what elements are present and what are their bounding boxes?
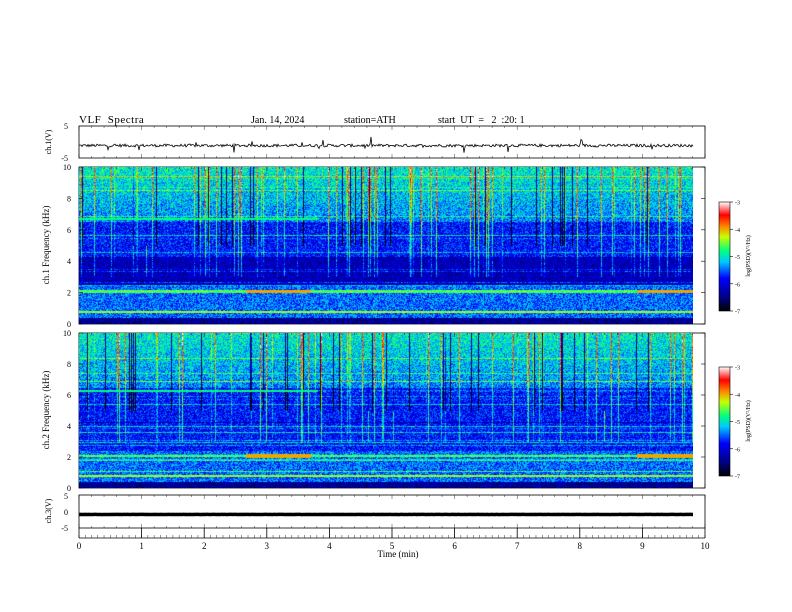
time-axis: 0 1 2 3 4 5 6 7 8 9 10 bbox=[77, 528, 710, 551]
ch3-waveform-panel: 5 0 -5 ch.3(V) bbox=[44, 492, 706, 533]
start-time-label: start UT = 2 :20: 1 bbox=[438, 115, 525, 126]
ch1-spectrogram-image bbox=[79, 167, 693, 324]
ch1-colorbar-scale bbox=[718, 201, 731, 312]
time-tick-label: 0 bbox=[77, 541, 82, 551]
time-tick-label: 8 bbox=[578, 541, 583, 551]
ch1-waveform-frame bbox=[78, 125, 706, 159]
colorbar-tick-label: -4 bbox=[735, 228, 740, 234]
frequency-tick-label: 6 bbox=[67, 391, 71, 400]
frequency-tick-label: 0 bbox=[67, 320, 71, 329]
frequency-tick-label: 2 bbox=[67, 453, 71, 462]
frequency-tick-label: 10 bbox=[63, 163, 71, 172]
colorbar-tick-label: -7 bbox=[735, 310, 740, 316]
time-tick-label: 5 bbox=[390, 541, 395, 551]
colorbar-tick-label: -3 bbox=[735, 201, 740, 207]
ch2-colorbar-scale bbox=[718, 366, 731, 477]
panel-tick-marks bbox=[78, 126, 706, 528]
ch2-colorbar-ticks: -3 -4 -5 -6 -7 bbox=[730, 366, 740, 481]
time-tick-label: 6 bbox=[452, 541, 457, 551]
ch1-spectrogram-panel: 0 2 4 6 8 10 ch.1 Frequency (kHz) bbox=[41, 163, 706, 329]
ch1-spectrogram-ylabel-channel: ch.1 Frequency (kHz) bbox=[41, 206, 51, 285]
ch2-colorbar-label: log(PSD)(V²/Hz) bbox=[745, 400, 752, 441]
frequency-tick-label: 4 bbox=[67, 422, 71, 431]
ch3-ytick-mid: 0 bbox=[64, 508, 68, 517]
ch2-spectrogram-ylabel-channel: ch.2 Frequency (kHz) bbox=[41, 371, 51, 450]
ch1-waveform-panel: 5 -5 ch.1(V) bbox=[44, 122, 706, 163]
frequency-tick-label: 10 bbox=[63, 329, 71, 338]
time-tick-label: 9 bbox=[640, 541, 645, 551]
time-tick-label: 2 bbox=[202, 541, 207, 551]
ch2-spectrogram-image bbox=[79, 333, 693, 488]
time-axis-label: Time (min) bbox=[378, 549, 419, 559]
ch2-spectrogram-panel: 0 2 4 6 8 10 ch.2 Frequency (kHz) bbox=[41, 329, 706, 493]
time-tick-label: 10 bbox=[701, 541, 711, 551]
colorbar-tick-label: -5 bbox=[735, 255, 740, 261]
ch1-waveform-line bbox=[79, 136, 694, 153]
ch1-ytick-top: 5 bbox=[64, 122, 68, 131]
ch1-ytick-bottom: -5 bbox=[61, 154, 68, 163]
colorbar-tick-label: -7 bbox=[735, 475, 740, 481]
ch1-spectrogram-yticks: 0 2 4 6 8 10 bbox=[63, 163, 705, 329]
colorbar-tick-label: -3 bbox=[735, 366, 740, 372]
colorbar-tick-label: -6 bbox=[735, 282, 740, 288]
frequency-tick-label: 0 bbox=[67, 484, 71, 493]
ch1-colorbar: -3 -4 -5 -6 -7 log(PSD)(V²/Hz) bbox=[718, 201, 752, 316]
ch3-ytick-bottom: -5 bbox=[61, 524, 68, 533]
frequency-tick-label: 6 bbox=[67, 226, 71, 235]
time-tick-label: 7 bbox=[515, 541, 520, 551]
station-label: station=ATH bbox=[344, 115, 396, 126]
colorbar-tick-label: -6 bbox=[735, 447, 740, 453]
figure-title: VLF Spectra bbox=[79, 114, 145, 126]
ch1-colorbar-label: log(PSD)(V²/Hz) bbox=[745, 235, 752, 276]
time-tick-label: 4 bbox=[327, 541, 332, 551]
ch2-colorbar: -3 -4 -5 -6 -7 log(PSD)(V²/Hz) bbox=[718, 366, 752, 481]
frequency-tick-label: 2 bbox=[67, 289, 71, 298]
date-label: Jan. 14, 2024 bbox=[251, 115, 305, 126]
frequency-tick-label: 8 bbox=[67, 194, 71, 203]
ch3-ytick-top: 5 bbox=[64, 492, 68, 501]
ch2-spectrogram-yticks: 0 2 4 6 8 10 bbox=[63, 329, 705, 493]
time-tick-label: 1 bbox=[139, 541, 144, 551]
frequency-tick-label: 8 bbox=[67, 360, 71, 369]
colorbar-tick-label: -5 bbox=[735, 420, 740, 426]
frequency-tick-label: 4 bbox=[67, 257, 71, 266]
time-tick-label: 3 bbox=[265, 541, 270, 551]
ch1-waveform-ylabel: ch.1(V) bbox=[44, 129, 53, 154]
ch1-colorbar-ticks: -3 -4 -5 -6 -7 bbox=[730, 201, 740, 316]
ch3-waveform-ylabel: ch.3(V) bbox=[44, 498, 53, 523]
colorbar-tick-label: -4 bbox=[735, 393, 740, 399]
ch3-waveform-frame bbox=[78, 494, 706, 529]
